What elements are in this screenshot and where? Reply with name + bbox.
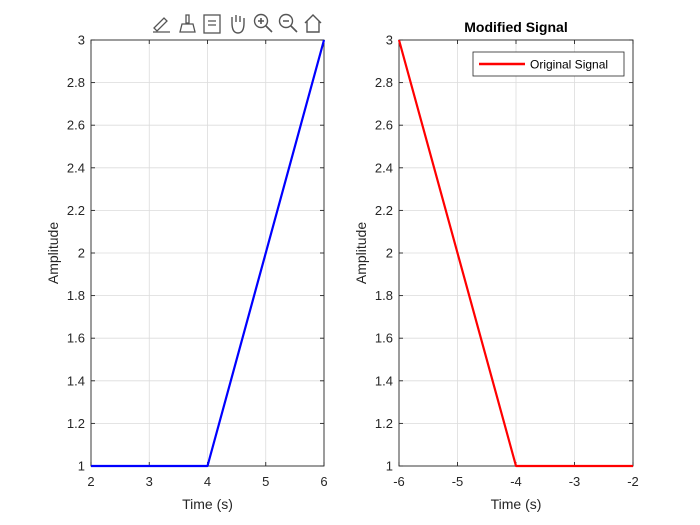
left-y-tick-label-10: 3	[78, 33, 85, 48]
left-y-tick-label-7: 2.4	[67, 160, 85, 175]
right-series-line-0	[397, 39, 633, 468]
legend-entry-label: Original Signal	[530, 58, 608, 72]
right-x-tick-label-2: -4	[510, 474, 522, 489]
left-x-tick-label-4: 6	[320, 474, 327, 489]
left-ticks: 2 3 4 5 6 1 1.2 1.4 1.6 1.8 2 2.2 2.4 2.6 2.8 3	[67, 33, 328, 490]
home-icon[interactable]	[304, 14, 322, 33]
right-y-tick-label-2: 1.4	[375, 373, 393, 388]
right-x-tick-label-0: -6	[393, 474, 405, 489]
right-grid	[398, 39, 634, 467]
right-x-tick-label-3: -3	[569, 474, 581, 489]
left-y-tick-label-6: 2.2	[67, 203, 85, 218]
left-y-tick-label-9: 2.8	[67, 75, 85, 90]
right-y-tick-label-9: 2.8	[375, 75, 393, 90]
left-y-tick-label-8: 2.6	[67, 118, 85, 133]
data-brush-icon[interactable]	[179, 14, 196, 33]
right-x-tick-label-1: -5	[452, 474, 464, 489]
left-y-tick-label-1: 1.2	[67, 416, 85, 431]
zoom-out-icon[interactable]	[278, 13, 298, 33]
right-y-tick-label-10: 3	[386, 33, 393, 48]
left-axes: 2 3 4 5 6 1 1.2 1.4 1.6 1.8 2 2.2 2.4 2.6 2.8 3 Time (s…	[45, 33, 328, 513]
zoom-in-icon[interactable]	[253, 13, 273, 33]
right-series	[397, 39, 633, 468]
left-x-tick-label-0: 2	[87, 474, 94, 489]
edit-brush-icon[interactable]	[153, 17, 170, 33]
right-y-tick-label-7: 2.4	[375, 160, 393, 175]
right-chart-title: Modified Signal	[464, 19, 567, 35]
right-y-axis-label: Amplitude	[353, 222, 369, 284]
right-y-tick-label-6: 2.2	[375, 203, 393, 218]
left-x-tick-label-3: 5	[262, 474, 269, 489]
right-y-tick-label-0: 1	[386, 459, 393, 474]
axes-toolbar	[153, 13, 322, 34]
right-x-tick-label-4: -2	[627, 474, 639, 489]
right-y-tick-label-3: 1.6	[375, 331, 393, 346]
left-series-line-0	[91, 39, 326, 468]
right-y-tick-label-4: 1.8	[375, 288, 393, 303]
left-x-axis-label: Time (s)	[182, 496, 233, 512]
left-y-tick-label-0: 1	[78, 459, 85, 474]
left-y-tick-label-5: 2	[78, 246, 85, 261]
right-y-tick-label-8: 2.6	[375, 118, 393, 133]
left-y-axis-label: Amplitude	[45, 222, 61, 284]
left-y-tick-label-4: 1.8	[67, 288, 85, 303]
right-ticks: -6 -5 -4 -3 -2 1 1.2 1.4 1.6 1.8 2 2.2 2.4 2.6 2.8 3	[375, 33, 639, 490]
left-x-tick-label-1: 3	[146, 474, 153, 489]
left-series	[91, 39, 326, 468]
left-x-tick-label-2: 4	[204, 474, 211, 489]
right-y-tick-label-1: 1.2	[375, 416, 393, 431]
datatip-icon[interactable]	[203, 14, 221, 34]
right-legend[interactable]: Original Signal	[472, 51, 625, 77]
right-axes: -6 -5 -4 -3 -2 1 1.2 1.4 1.6 1.8 2 2.2 2.4 2.6 2.8 3 Mo…	[353, 19, 639, 512]
right-y-tick-label-5: 2	[386, 246, 393, 261]
right-x-axis-label: Time (s)	[491, 496, 542, 512]
pan-hand-icon[interactable]	[231, 15, 245, 34]
left-grid	[90, 39, 325, 467]
left-y-tick-label-2: 1.4	[67, 373, 85, 388]
left-y-tick-label-3: 1.6	[67, 331, 85, 346]
